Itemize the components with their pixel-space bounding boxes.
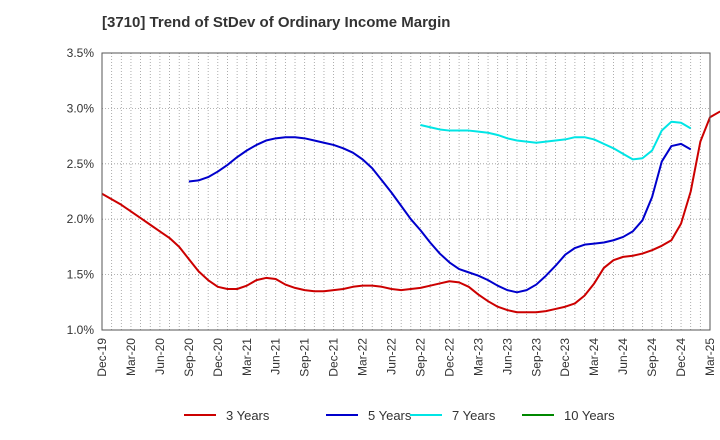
grid bbox=[102, 53, 710, 330]
x-tick-label: Dec-22 bbox=[442, 338, 456, 377]
x-tick-label: Dec-21 bbox=[327, 338, 341, 377]
x-tick-label: Mar-25 bbox=[703, 338, 717, 376]
plot-area bbox=[102, 53, 710, 330]
x-tick-label: Sep-22 bbox=[413, 338, 427, 377]
legend-item: 3 Years bbox=[184, 404, 269, 426]
x-tick-label: Dec-19 bbox=[95, 338, 109, 377]
x-tick-label: Sep-20 bbox=[182, 338, 196, 377]
x-tick-label: Dec-23 bbox=[558, 338, 572, 377]
x-tick-label: Sep-21 bbox=[298, 338, 312, 377]
legend-item: 5 Years bbox=[326, 404, 411, 426]
y-tick-label: 3.5% bbox=[67, 46, 95, 60]
y-tick-label: 1.0% bbox=[67, 323, 95, 337]
legend-swatch bbox=[184, 414, 216, 416]
axes: 1.0% 1.5% 2.0% 2.5% 3.0% 3.5% Dec-19 Mar-20 Jun-… bbox=[67, 46, 717, 377]
legend-swatch bbox=[326, 414, 358, 416]
x-tick-label: Jun-21 bbox=[269, 338, 283, 375]
x-tick-label: Jun-24 bbox=[616, 338, 630, 375]
x-tick-label: Jun-23 bbox=[500, 338, 514, 375]
y-tick-label: 1.5% bbox=[67, 268, 95, 282]
legend-item: 7 Years bbox=[410, 404, 495, 426]
legend-label: 3 Years bbox=[226, 407, 270, 423]
legend-label: 5 Years bbox=[368, 407, 412, 423]
x-tick-label: Mar-24 bbox=[587, 338, 601, 376]
series-line-5-years bbox=[188, 136, 692, 294]
y-tick-label: 3.0% bbox=[67, 101, 95, 115]
x-tick-label: Mar-21 bbox=[240, 338, 254, 376]
legend-swatch bbox=[522, 414, 554, 416]
legend-label: 10 Years bbox=[564, 407, 615, 423]
y-tick-label: 2.5% bbox=[67, 157, 95, 171]
x-tick-label: Jun-20 bbox=[153, 338, 167, 375]
x-tick-label: Dec-20 bbox=[211, 338, 225, 377]
legend-swatch bbox=[410, 414, 442, 416]
legend-label: 7 Years bbox=[452, 407, 496, 423]
legend: 3 Years 5 Years 7 Years 10 Years bbox=[0, 404, 720, 426]
x-tick-label: Sep-23 bbox=[529, 338, 543, 377]
plot-border bbox=[101, 52, 711, 331]
series-line-3-years bbox=[101, 110, 720, 314]
x-tick-label: Mar-23 bbox=[471, 338, 485, 376]
chart-title: [3710] Trend of StDev of Ordinary Income… bbox=[102, 14, 451, 31]
series-line-7-years bbox=[420, 120, 692, 161]
y-tick-label: 2.0% bbox=[67, 212, 95, 226]
x-tick-label: Mar-20 bbox=[124, 338, 138, 376]
x-tick-label: Mar-22 bbox=[356, 338, 370, 376]
legend-item: 10 Years bbox=[522, 404, 615, 426]
x-tick-label: Sep-24 bbox=[645, 338, 659, 377]
series-lines bbox=[101, 110, 720, 314]
x-tick-label: Dec-24 bbox=[674, 338, 688, 377]
x-tick-label: Jun-22 bbox=[385, 338, 399, 375]
